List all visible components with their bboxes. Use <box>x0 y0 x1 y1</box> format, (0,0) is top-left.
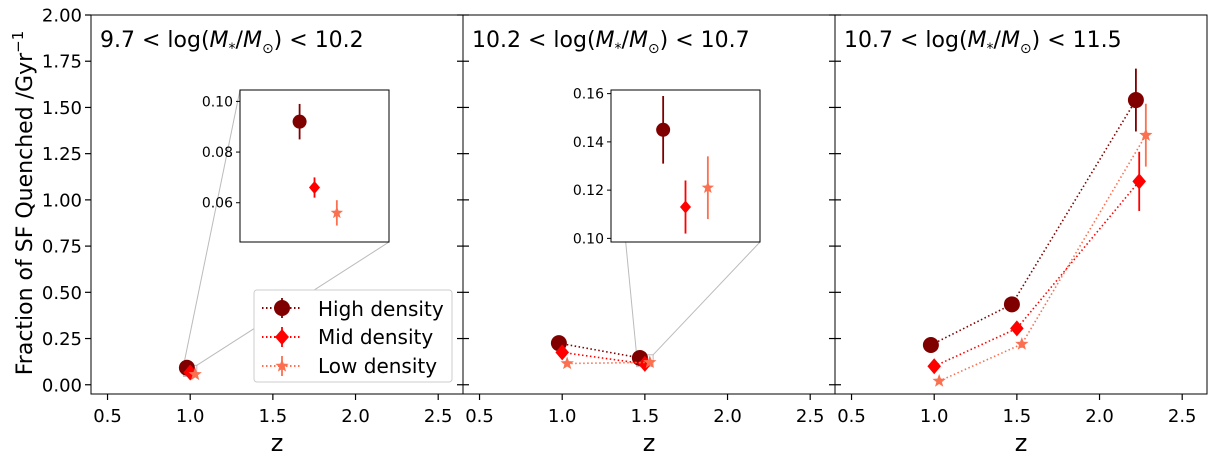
series-line-high <box>558 342 641 359</box>
inset-y-tick-label: 0.12 <box>573 183 604 199</box>
x-tick-label: 0.5 <box>837 406 866 427</box>
point-low <box>1015 337 1029 350</box>
y-axis-label-exponent: −1 <box>9 31 27 53</box>
x-tick-label: 1.5 <box>259 406 288 427</box>
inset-point-high <box>292 114 307 129</box>
panel-1-title: 9.7 < log(M*/M⊙) < 10.2 <box>100 28 364 57</box>
legend-entry-low: Low density <box>262 354 437 378</box>
point-high <box>1127 92 1144 109</box>
x-tick-label: 1.0 <box>920 406 949 427</box>
x-tick-label: 2.0 <box>713 406 742 427</box>
panel-1-inset-frame <box>239 89 390 243</box>
legend-label-low: Low density <box>318 354 437 378</box>
zoom-connector <box>652 241 761 356</box>
panel-2-inset: 0.10 0.12 0.14 0.16 <box>573 87 761 247</box>
inset-y-tick-label: 0.14 <box>573 135 604 151</box>
x-tick-label: 2.5 <box>424 406 453 427</box>
legend-marker-mid <box>275 329 289 345</box>
inset-y-tick-label: 0.10 <box>573 231 604 247</box>
point-high <box>1003 296 1020 313</box>
point-low <box>932 374 946 387</box>
zoom-connector <box>183 89 241 366</box>
x-tick-label: 2.0 <box>1085 406 1114 427</box>
point-mid <box>555 344 569 361</box>
inset-y-tick-label: 0.16 <box>573 87 604 103</box>
x-tick-label: 0.5 <box>93 406 122 427</box>
point-high <box>922 337 939 354</box>
panel-2-title: 10.2 < log(M*/M⊙) < 10.7 <box>472 28 750 57</box>
legend-label-high: High density <box>318 297 444 321</box>
legend-entry-high: High density <box>262 297 444 321</box>
inset-point-mid <box>308 181 321 195</box>
point-mid <box>927 358 941 375</box>
y-tick-label: 1.75 <box>42 52 82 73</box>
panel-3-ticks: 0.5 1.0 1.5 2.0 2.5 <box>829 14 1197 427</box>
y-tick-label: 1.50 <box>42 98 82 119</box>
panel-2: 0.5 1.0 1.5 2.0 2.5 10.2 < log(M*/M⊙) < 10.7… <box>457 14 836 457</box>
x-tick-label: 1.5 <box>631 406 660 427</box>
panel-1-legend: High density Mid density Low density <box>253 289 453 383</box>
x-tick-label: 2.5 <box>1168 406 1197 427</box>
panel-3: 0.5 1.0 1.5 2.0 2.5 10.7 < log(M*/M⊙) < 11.5… <box>829 14 1208 457</box>
y-tick-label: 0.50 <box>42 283 82 304</box>
panel-1-x-label: z <box>271 429 284 457</box>
y-tick-label: 1.00 <box>42 190 82 211</box>
inset-point-high <box>656 122 671 137</box>
y-tick-label: 2.00 <box>42 6 82 27</box>
inset-y-tick-label: 0.08 <box>202 145 233 161</box>
panel-1-inset: 0.06 0.08 0.10 <box>202 89 390 243</box>
legend-entry-mid: Mid density <box>262 325 433 349</box>
point-low <box>643 355 657 369</box>
y-tick-label: 1.25 <box>42 144 82 165</box>
panel-3-title: 10.7 < log(M*/M⊙) < 11.5 <box>844 28 1122 57</box>
point-mid <box>1010 320 1024 337</box>
panel-3-marks <box>922 68 1153 387</box>
legend-marker-high <box>274 300 290 316</box>
x-tick-label: 2.5 <box>796 406 825 427</box>
series-line-low <box>567 361 650 365</box>
series-line-low <box>938 134 1147 382</box>
legend-marker-low <box>275 359 289 372</box>
legend-label-mid: Mid density <box>318 325 433 349</box>
x-tick-label: 1.5 <box>1003 406 1032 427</box>
y-axis-label: Fraction of SF Quenched /Gyr−1 <box>9 31 38 376</box>
panel-3-frame <box>834 14 1208 395</box>
inset-y-tick-label: 0.10 <box>202 94 233 110</box>
inset-y-tick-label: 0.06 <box>202 196 233 212</box>
legend-frame <box>253 289 453 383</box>
x-tick-label: 0.5 <box>465 406 494 427</box>
y-tick-label: 0.25 <box>42 329 82 350</box>
panel-1-ticks: 0.5 1.0 1.5 2.0 2.5 0.00 0.25 0.50 0.75 1.00 1.25 1… <box>42 6 453 428</box>
point-low <box>188 367 202 381</box>
y-tick-label: 0.75 <box>42 237 82 258</box>
point-low <box>560 356 574 370</box>
panel-3-x-label: z <box>1015 429 1028 457</box>
point-low <box>1139 128 1153 141</box>
y-tick-label: 0.00 <box>42 375 82 396</box>
point-mid <box>1132 173 1147 190</box>
panel-1: 0.5 1.0 1.5 2.0 2.5 0.00 0.25 0.50 0.75 1.00 1.25 1… <box>42 6 464 457</box>
panel-1-marks <box>178 89 390 381</box>
x-tick-label: 1.0 <box>176 406 205 427</box>
inset-point-low <box>701 181 715 193</box>
panel-2-x-label: z <box>643 429 656 457</box>
x-tick-label: 1.0 <box>548 406 577 427</box>
x-tick-label: 2.0 <box>341 406 370 427</box>
series-line-mid <box>933 180 1140 368</box>
inset-point-low <box>330 206 344 219</box>
inset-point-mid <box>679 200 692 214</box>
